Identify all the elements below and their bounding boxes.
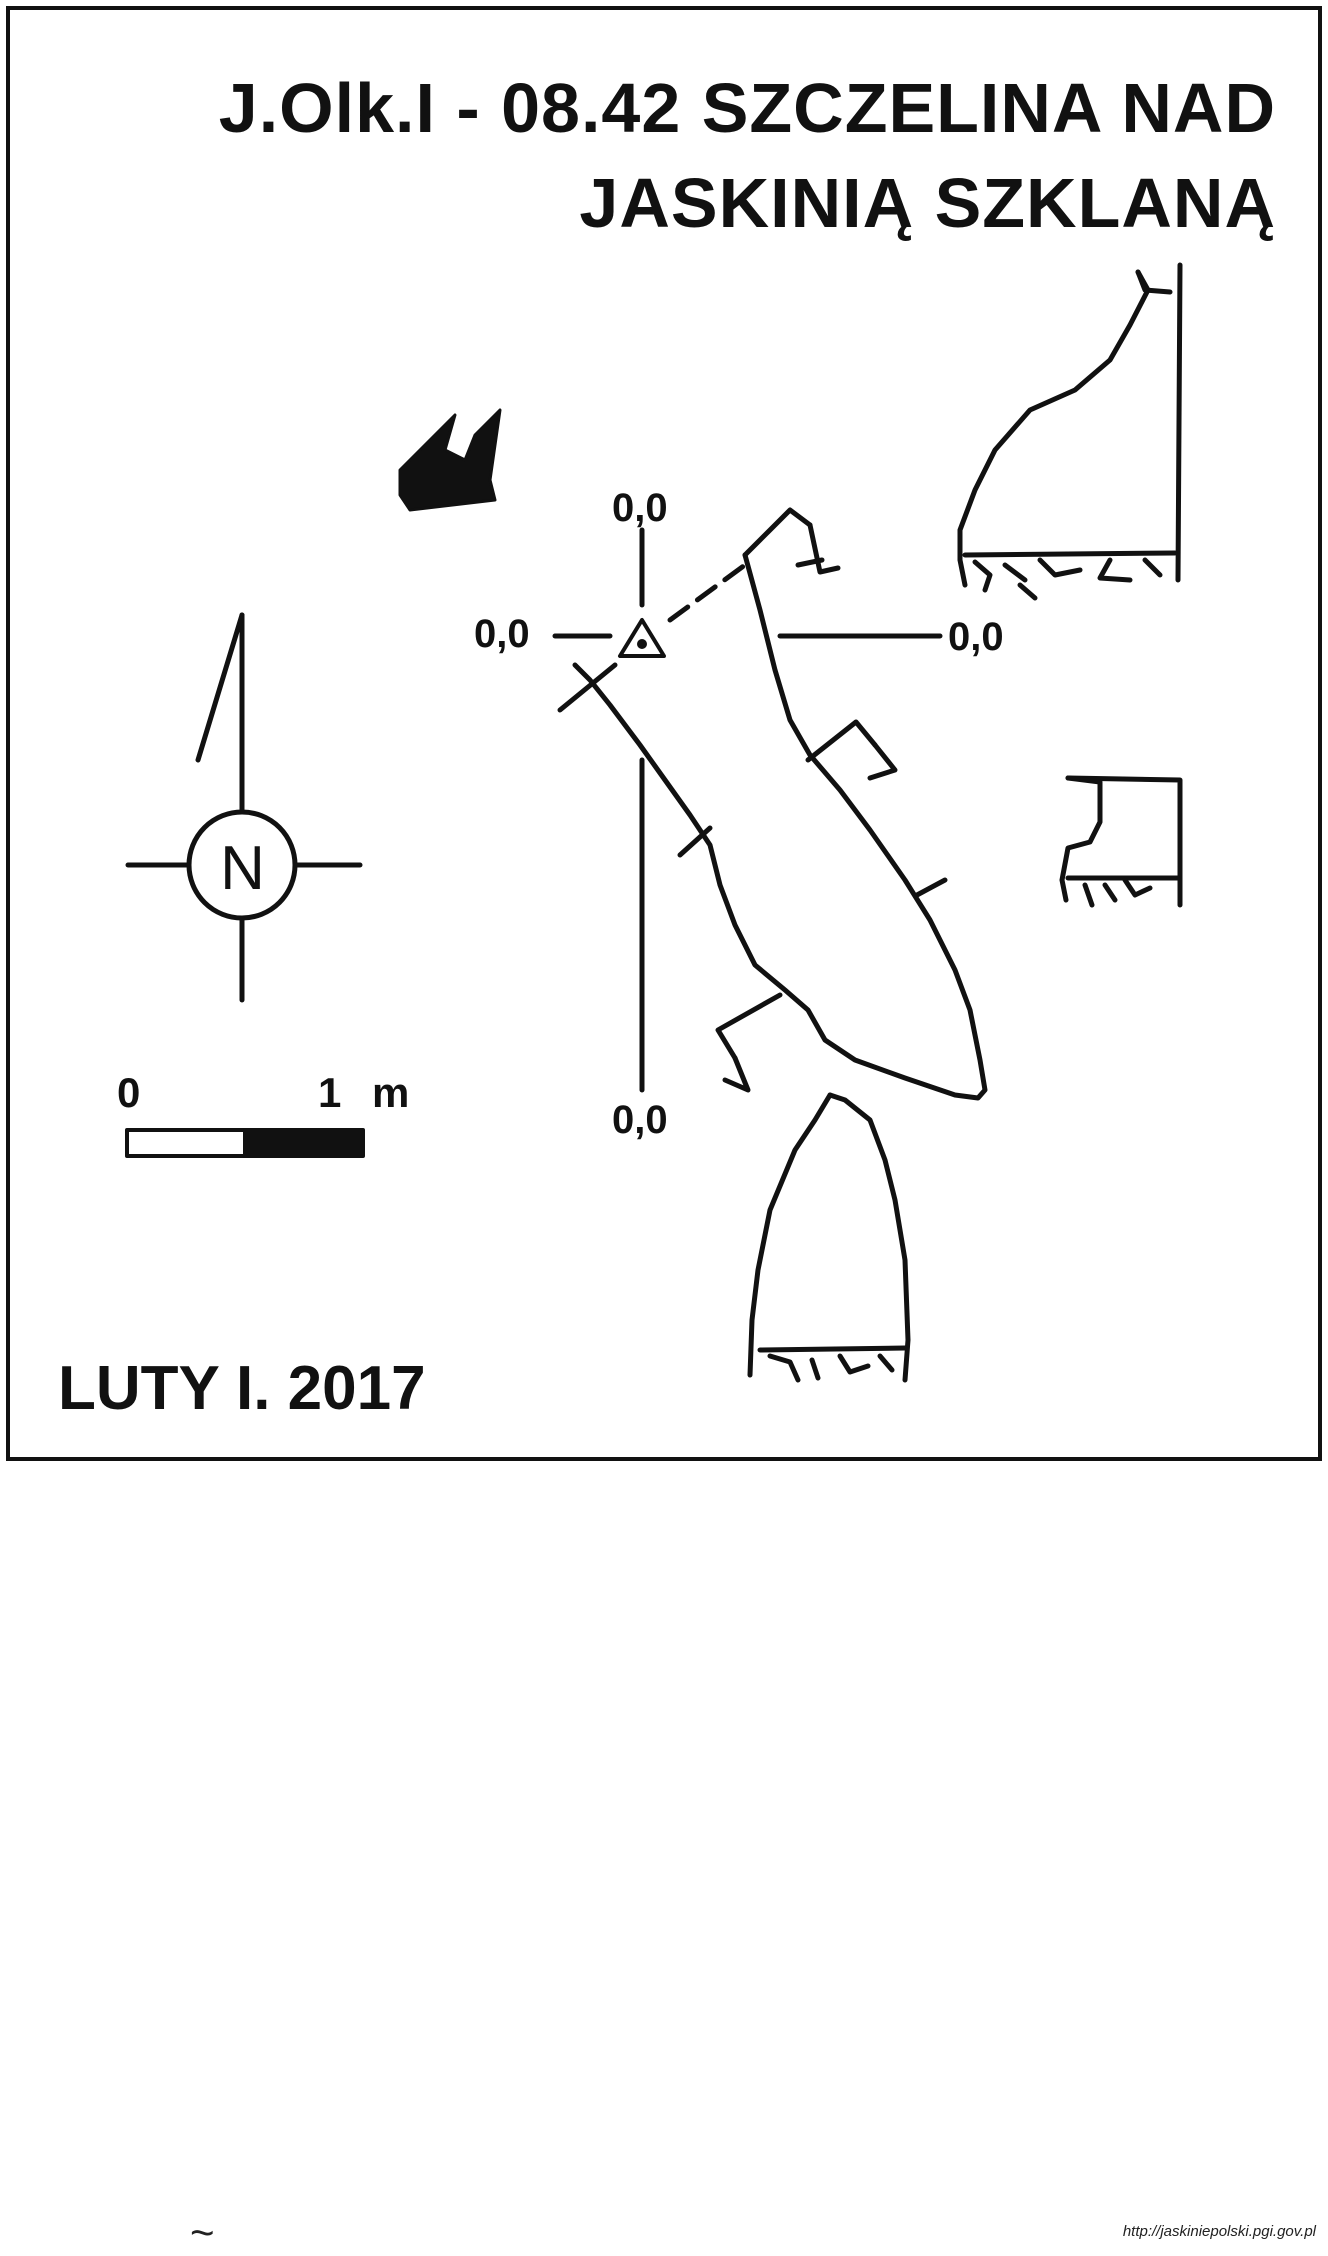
north-arrow-icon	[125, 612, 363, 1003]
scale-bar	[125, 1128, 365, 1158]
datum-label-left: 0,0	[474, 612, 530, 656]
cave-outline	[572, 552, 988, 1101]
section-arrow-top	[742, 507, 841, 575]
section-arrow-bottom	[715, 992, 783, 1093]
source-url-link[interactable]: http://jaskiniepolski.pgi.gov.pl	[1122, 2223, 1316, 2240]
datum-label-bottom: 0,0	[612, 1098, 668, 1142]
scale-end-label: 1	[318, 1069, 342, 1116]
cross-section-1	[957, 262, 1183, 601]
datum-label-right: 0,0	[948, 615, 1004, 659]
entrance-arrow-icon	[398, 408, 502, 512]
survey-station	[552, 527, 943, 1093]
map-title-line-2: JASKINIĄ SZKLANĄ	[579, 164, 1276, 242]
map-title-line-1: J.Olk.I - 08.42 SZCZELINA NAD	[218, 69, 1276, 147]
cave-plan-drawing	[125, 262, 1183, 1383]
scale-unit-label: m	[372, 1069, 410, 1116]
section-arrow-right	[805, 719, 898, 781]
scale-start-label: 0	[117, 1069, 141, 1116]
station-triangle-icon	[618, 618, 666, 658]
datum-label-top: 0,0	[612, 486, 668, 530]
cross-section-2	[1059, 775, 1183, 908]
compass-letter: N	[220, 834, 265, 903]
author-date-label: LUTY I. 2017	[58, 1354, 426, 1423]
map-frame	[6, 6, 1322, 1461]
cross-section-3	[747, 1092, 911, 1383]
stray-mark: ~	[190, 2209, 215, 2256]
